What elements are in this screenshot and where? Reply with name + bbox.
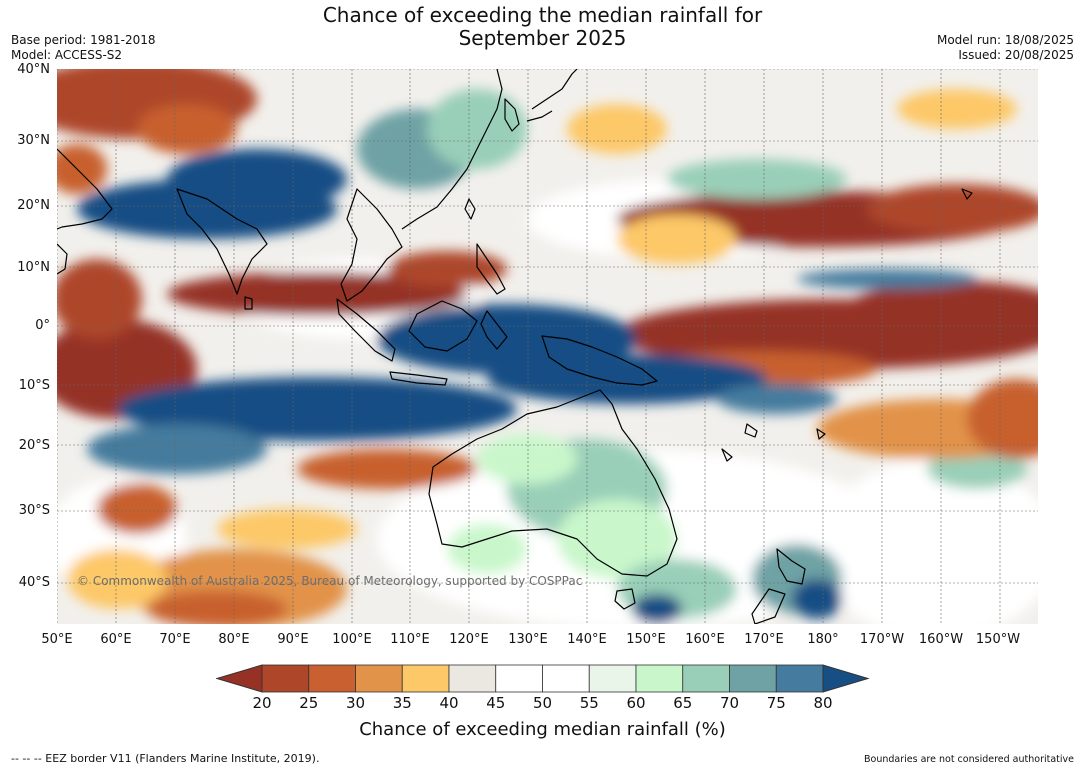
colorbar-title: Chance of exceeding median rainfall (%) (359, 719, 726, 740)
lon-label-160e: 160°E (685, 632, 725, 647)
colorbar-tick-label: 70 (719, 694, 740, 712)
lon-label-150w: 150°W (975, 632, 1021, 647)
borneo-coastline (408, 300, 478, 352)
issued-date: Issued: 20/08/2025 (958, 48, 1074, 62)
colorbar-tick-label: 50 (532, 694, 553, 712)
rainfall-map (57, 69, 1038, 624)
lon-label-120e: 120°E (449, 632, 489, 647)
lat-label-10s: 10°S (18, 378, 50, 393)
model-run: Model run: 18/08/2025 (936, 33, 1074, 47)
lon-label-130e: 130°E (508, 632, 548, 647)
colorbar-segment (261, 664, 310, 693)
new-guinea-coastline (541, 335, 658, 386)
tasmania-coastline (614, 588, 636, 610)
colorbar-segment (729, 664, 777, 693)
colorbar-max-arrow (822, 664, 870, 693)
china-coastline (401, 69, 503, 230)
colorbar-segment (635, 664, 684, 693)
meta-left: Base period: 1981-2018 Model: ACCESS-S2 (11, 33, 156, 63)
colorbar-segment (588, 664, 637, 693)
map-title: Chance of exceeding the median rainfall … (0, 4, 1085, 50)
title-line-1: Chance of exceeding the median rainfall … (322, 3, 763, 27)
colorbar-segments (261, 664, 824, 693)
arabia-coastline (57, 148, 113, 230)
lon-label-180: 180° (807, 632, 839, 647)
colorbar-segment (682, 664, 730, 693)
colorbar-segment (308, 664, 356, 693)
lat-label-40n: 40°N (17, 62, 50, 77)
lon-label-170w: 170°W (859, 632, 905, 647)
colorbar-tick-label: 35 (392, 694, 412, 712)
lat-label-30n: 30°N (17, 133, 50, 148)
new-zealand-coastline (776, 548, 806, 585)
lon-label-70e: 70°E (159, 632, 191, 647)
colorbar-min-arrow (216, 664, 263, 693)
lon-label-150e: 150°E (626, 632, 666, 647)
sumatra-coastline (336, 298, 396, 362)
colorbar-segment (355, 664, 403, 693)
lat-label-30s: 30°S (18, 503, 50, 518)
colorbar-segment (448, 664, 497, 693)
rainfall-field (57, 69, 1038, 624)
lon-label-110e: 110°E (390, 632, 430, 647)
eez-legend: -- -- -- EEZ border V11 (Flanders Marine… (11, 752, 320, 765)
lat-label-10n: 10°N (17, 260, 50, 275)
coastlines (57, 69, 973, 624)
japan-coastline (526, 69, 578, 122)
colorbar-segment (495, 664, 543, 693)
colorbar-tick-label: 65 (673, 694, 693, 712)
meta-right: Model run: 18/08/2025 Issued: 20/08/2025 (937, 33, 1074, 63)
base-period: Base period: 1981-2018 (11, 33, 156, 47)
lat-label-equator: 0° (35, 318, 50, 333)
lon-label-100e: 100°E (332, 632, 372, 647)
lon-label-160w: 160°W (918, 632, 964, 647)
australia-coastline (428, 389, 678, 577)
model-name: Model: ACCESS-S2 (11, 48, 123, 62)
colorbar-tick-label: 60 (626, 694, 646, 712)
colorbar-tick-label: 75 (766, 694, 786, 712)
colorbar-segment (775, 664, 824, 693)
colorbar-tick-label: 25 (299, 694, 319, 712)
title-line-2: September 2025 (458, 26, 627, 50)
colorbar-tick-label: 20 (252, 694, 272, 712)
colorbar-tick-label: 45 (486, 694, 506, 712)
lat-label-40s: 40°S (18, 575, 50, 590)
colorbar-tick-label: 40 (439, 694, 459, 712)
lat-label-20s: 20°S (18, 438, 50, 453)
lon-label-140e: 140°E (567, 632, 607, 647)
colorbar-tick-label: 30 (345, 694, 366, 712)
india-coastline (176, 188, 268, 295)
colorbar (216, 664, 870, 693)
colorbar-segment (401, 664, 450, 693)
lon-label-170e: 170°E (744, 632, 784, 647)
indochina-coastline (340, 188, 403, 302)
graticule (57, 69, 1038, 624)
boundary-disclaimer: Boundaries are not considered authoritat… (864, 754, 1074, 765)
lon-label-50e: 50°E (41, 632, 73, 647)
colorbar-tick-label: 80 (813, 694, 833, 712)
lon-label-90e: 90°E (277, 632, 309, 647)
lon-label-60e: 60°E (100, 632, 132, 647)
copyright-watermark: © Commonwealth of Australia 2025, Bureau… (77, 574, 583, 588)
lat-label-20n: 20°N (17, 198, 50, 213)
colorbar-tick-label: 55 (579, 694, 599, 712)
lon-label-80e: 80°E (218, 632, 250, 647)
colorbar-segment (542, 664, 590, 693)
